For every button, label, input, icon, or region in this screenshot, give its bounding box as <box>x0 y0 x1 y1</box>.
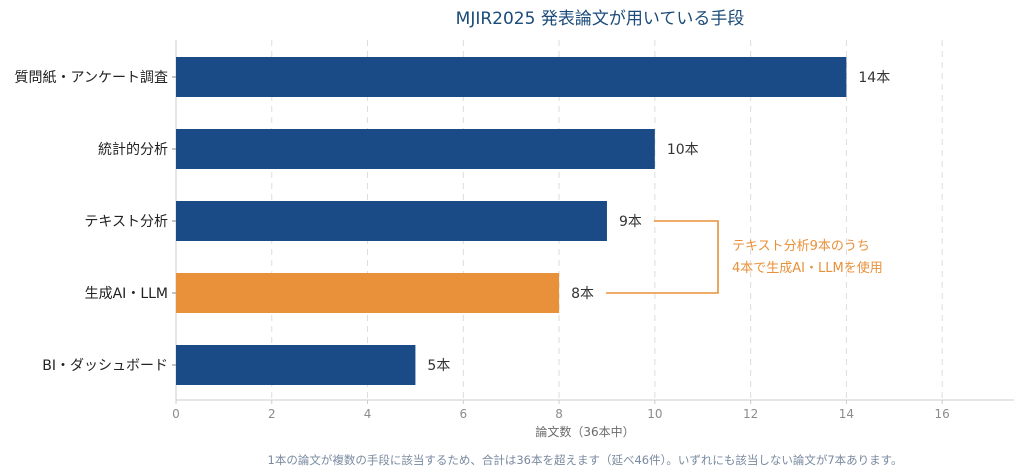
bar-layer: 14本 10本 9本 8本 5本 <box>176 57 890 385</box>
x-tick-label: 4 <box>364 407 372 421</box>
x-tick-label: 10 <box>647 407 662 421</box>
x-tick-label: 14 <box>839 407 854 421</box>
x-tick-label: 2 <box>268 407 276 421</box>
x-tick-label: 16 <box>935 407 950 421</box>
category-label: 統計的分析 <box>98 142 168 158</box>
annotation-text-line-1: テキスト分析9本のうち <box>732 239 870 254</box>
chart-title: MJIR2025 発表論文が用いている手段 <box>456 9 745 29</box>
value-label: 10本 <box>667 142 699 158</box>
bar <box>176 201 607 241</box>
x-tick-label: 6 <box>459 407 467 421</box>
value-label: 14本 <box>858 70 890 86</box>
category-label: 質問紙・アンケート調査 <box>15 70 168 86</box>
footnote: 1本の論文が複数の手段に該当するため、合計は36本を超えます（延べ46件）。いず… <box>268 453 903 467</box>
value-label: 5本 <box>427 358 450 374</box>
axis-layer: 0 2 4 6 8 10 12 14 16 質問紙・アンケート調査統計的分析テキスト分析生成AI・… <box>15 40 1014 421</box>
x-tick-label: 12 <box>743 407 758 421</box>
bar <box>176 57 847 97</box>
x-axis-title: 論文数（36本中） <box>535 424 634 439</box>
x-tick-label: 0 <box>172 407 180 421</box>
x-tick-label: 8 <box>555 407 563 421</box>
bar <box>176 129 655 169</box>
bar <box>176 273 560 313</box>
value-label: 9本 <box>619 214 642 230</box>
annotation-layer: テキスト分析9本のうち 4本で生成AI・LLMを使用 <box>606 220 883 294</box>
annotation-text-line-2: 4本で生成AI・LLMを使用 <box>732 260 883 276</box>
value-label: 8本 <box>571 286 594 302</box>
annotation-bracket <box>606 220 719 294</box>
category-label: 生成AI・LLM <box>85 286 168 302</box>
category-label: BI・ダッシュボード <box>42 358 168 374</box>
category-label: テキスト分析 <box>84 214 168 230</box>
bar <box>176 345 416 385</box>
